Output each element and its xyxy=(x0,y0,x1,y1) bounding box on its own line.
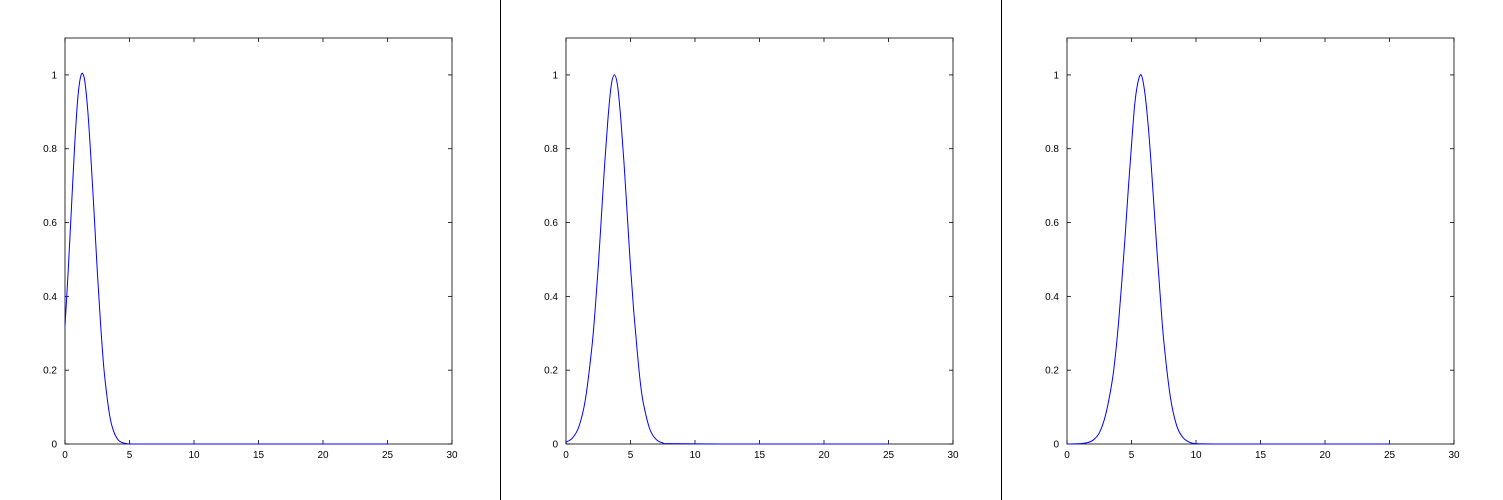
y-tick-label: 1 xyxy=(1053,70,1059,81)
plot-frame xyxy=(565,37,954,445)
chart-panel-1: 0 5 10 15 20 25 30 0 0.2 0.4 0.6 0.8 1 xyxy=(0,0,500,500)
y-tick-label: 0 xyxy=(552,440,558,451)
x-tick-label: 0 xyxy=(563,450,569,461)
x-tick-label: 10 xyxy=(188,450,200,461)
x-tick-label: 0 xyxy=(62,450,68,461)
chart-panel-3: 0 5 10 15 20 25 30 0 0.2 0.4 0.6 0.8 1 xyxy=(1002,0,1502,500)
x-tick-label: 30 xyxy=(1448,450,1460,461)
chart-panel-2: 0 5 10 15 20 25 30 0 0.2 0.4 0.6 0.8 1 xyxy=(501,0,1001,500)
x-tick-label: 5 xyxy=(1129,450,1135,461)
y-tick-label: 0.2 xyxy=(43,366,57,377)
x-tick-label: 25 xyxy=(1384,450,1396,461)
x-tick-label: 20 xyxy=(1319,450,1331,461)
y-tick-label: 0.4 xyxy=(544,292,558,303)
series-line xyxy=(1066,74,1390,445)
x-tick-label: 15 xyxy=(754,450,766,461)
x-tick-label: 15 xyxy=(253,450,265,461)
y-tick-label: 1 xyxy=(552,70,558,81)
y-tick-label: 0.8 xyxy=(43,144,57,155)
x-tick-label: 25 xyxy=(382,450,394,461)
y-tick-label: 0 xyxy=(1053,440,1059,451)
y-tick-label: 0.8 xyxy=(544,144,558,155)
x-tick-label: 20 xyxy=(317,450,329,461)
y-tick-label: 0 xyxy=(51,440,57,451)
panel-divider-2 xyxy=(1001,0,1002,500)
y-tick-label: 0.8 xyxy=(1045,144,1059,155)
y-tick-label: 0.6 xyxy=(544,218,558,229)
x-tick-label: 10 xyxy=(1190,450,1202,461)
plot-frame xyxy=(64,37,453,445)
x-tick-label: 5 xyxy=(628,450,634,461)
x-tick-label: 20 xyxy=(818,450,830,461)
chart-2: 0 5 10 15 20 25 30 0 0.2 0.4 0.6 0.8 1 xyxy=(544,37,959,461)
y-tick-label: 0.2 xyxy=(544,366,558,377)
y-tick-label: 0.4 xyxy=(1045,292,1059,303)
chart-1: 0 5 10 15 20 25 30 0 0.2 0.4 0.6 0.8 1 xyxy=(43,37,458,461)
x-tick-label: 0 xyxy=(1064,450,1070,461)
x-tick-label: 30 xyxy=(947,450,959,461)
y-tick-label: 0.6 xyxy=(43,218,57,229)
series-line xyxy=(64,72,388,445)
chart-3: 0 5 10 15 20 25 30 0 0.2 0.4 0.6 0.8 1 xyxy=(1045,37,1460,461)
series-line xyxy=(565,74,889,445)
y-tick-label: 0.4 xyxy=(43,292,57,303)
x-tick-label: 25 xyxy=(883,450,895,461)
x-tick-label: 5 xyxy=(127,450,133,461)
x-tick-label: 10 xyxy=(689,450,701,461)
y-tick-label: 0.6 xyxy=(1045,218,1059,229)
x-tick-label: 30 xyxy=(446,450,458,461)
panel-divider-1 xyxy=(500,0,501,500)
y-tick-label: 0.2 xyxy=(1045,366,1059,377)
y-tick-label: 1 xyxy=(51,70,57,81)
x-tick-label: 15 xyxy=(1255,450,1267,461)
